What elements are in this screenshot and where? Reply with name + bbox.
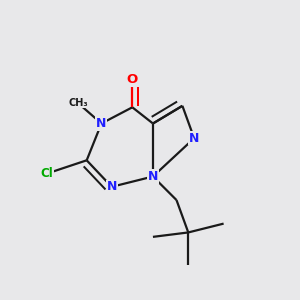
Text: CH₃: CH₃ — [68, 98, 88, 108]
Text: Cl: Cl — [40, 167, 53, 180]
Text: O: O — [127, 73, 138, 86]
Text: N: N — [148, 170, 158, 183]
Text: N: N — [189, 132, 200, 145]
Text: N: N — [106, 180, 117, 193]
Text: N: N — [96, 117, 106, 130]
